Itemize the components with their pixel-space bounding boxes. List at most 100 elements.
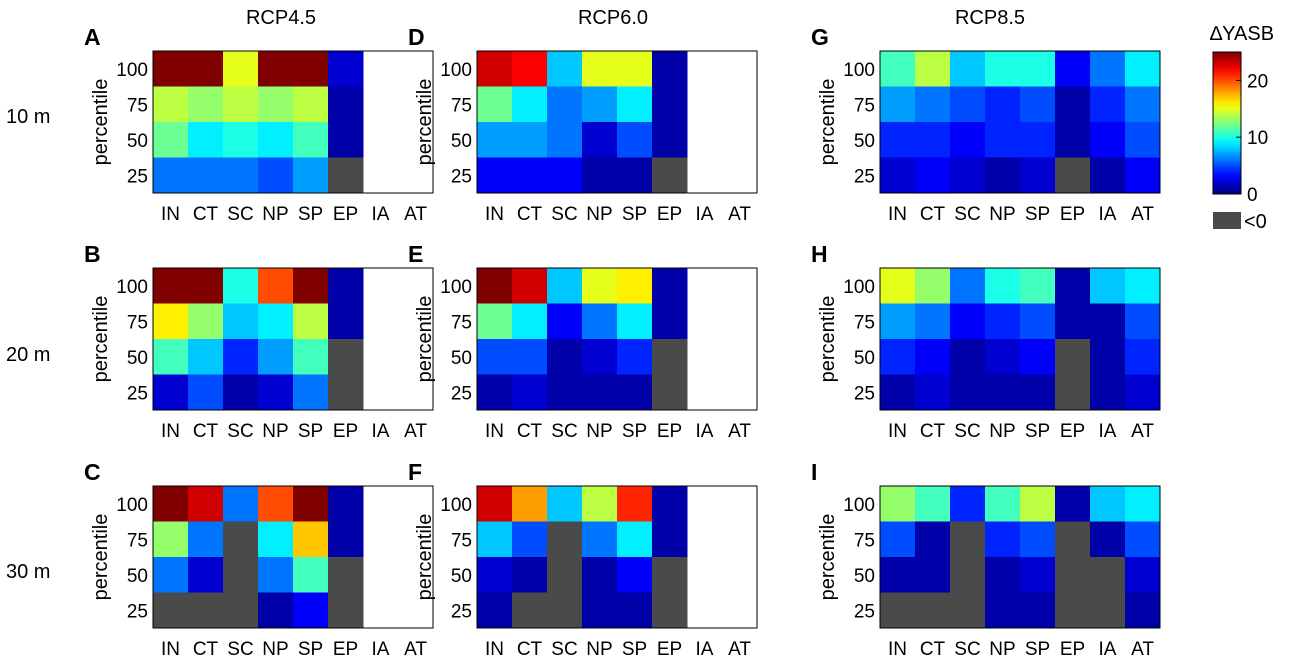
y-tick-label: 25 — [451, 383, 472, 404]
heatmap-cell — [582, 157, 618, 194]
heatmap-cell — [985, 122, 1021, 158]
heatmap-cell — [512, 521, 548, 558]
heatmap-cell — [153, 157, 189, 194]
heatmap-cell — [1020, 157, 1056, 194]
heatmap-cell — [153, 374, 189, 411]
heatmap-cell — [223, 122, 259, 158]
heatmap-cell — [1125, 303, 1161, 340]
heatmap-cell — [512, 51, 548, 87]
y-tick-label: 25 — [127, 383, 148, 404]
heatmap-cell — [547, 51, 583, 87]
heatmap-cell — [547, 303, 583, 340]
negative-label: <0 — [1244, 211, 1267, 233]
heatmap-cell — [153, 51, 189, 87]
x-tick-label: EP — [657, 204, 682, 225]
heatmap-cell — [880, 268, 916, 304]
heatmap-cell — [652, 592, 688, 629]
heatmap-cell — [153, 268, 189, 304]
x-tick-label: IN — [485, 639, 504, 660]
heatmap-cell — [582, 521, 618, 558]
heatmap-cell — [547, 486, 583, 522]
heatmap-cell — [512, 303, 548, 340]
x-tick-label: IN — [161, 421, 180, 442]
y-tick-label: 75 — [451, 312, 472, 333]
heatmap-cell — [1090, 521, 1126, 558]
x-tick-label: SP — [1025, 204, 1050, 225]
heatmap-cell — [652, 86, 688, 123]
x-tick-label: AT — [404, 204, 427, 225]
heatmap-cell — [915, 374, 951, 411]
heatmap-cell — [1020, 592, 1056, 629]
panel-letter: C — [84, 459, 101, 485]
x-tick-label: IN — [888, 421, 907, 442]
y-tick-label: 100 — [440, 495, 472, 516]
heatmap-cell — [293, 339, 329, 375]
heatmap-cell — [582, 374, 618, 411]
heatmap-cell — [328, 557, 364, 593]
heatmap-cell — [1055, 86, 1091, 123]
heatmap-cell — [293, 157, 329, 194]
heatmap-cell — [1020, 557, 1056, 593]
colorbar-tick-label: 10 — [1247, 128, 1268, 149]
heatmap-cell — [985, 51, 1021, 87]
heatmap-cell — [188, 339, 224, 375]
heatmap-cell — [477, 521, 513, 558]
x-tick-label: NP — [262, 639, 288, 660]
heatmap-cell — [1090, 557, 1126, 593]
x-tick-label: IN — [161, 204, 180, 225]
heatmap-cell — [328, 157, 364, 194]
x-tick-label: SC — [227, 639, 253, 660]
y-tick-label: 75 — [451, 95, 472, 116]
heatmap-cell — [258, 122, 294, 158]
y-axis-label: percentile — [817, 514, 839, 601]
heatmap-cell — [880, 157, 916, 194]
heatmap-cell — [950, 157, 986, 194]
heatmap-cell — [1125, 339, 1161, 375]
y-tick-label: 25 — [854, 166, 875, 187]
x-tick-label: CT — [920, 421, 946, 442]
x-tick-label: NP — [989, 421, 1015, 442]
heatmap-cell — [1090, 339, 1126, 375]
heatmap-cell — [293, 303, 329, 340]
heatmap-cell — [950, 303, 986, 340]
heatmap-panel-B: B 100 75 50 25 percentile IN CT SC NP SP EP IA AT — [84, 241, 434, 442]
y-tick-label: 100 — [116, 277, 148, 298]
x-tick-label: SC — [954, 204, 980, 225]
heatmap-cell — [985, 86, 1021, 123]
heatmap-cell — [328, 122, 364, 158]
heatmap-cell — [258, 268, 294, 304]
x-tick-label: IA — [372, 204, 390, 225]
y-tick-label: 75 — [127, 95, 148, 116]
heatmap-cell — [188, 374, 224, 411]
heatmap-cell — [293, 86, 329, 123]
y-axis-label: percentile — [817, 296, 839, 383]
heatmap-cell — [1090, 486, 1126, 522]
y-tick-label: 50 — [854, 131, 875, 152]
panel-frame — [152, 50, 434, 194]
x-tick-label: AT — [1131, 639, 1154, 660]
heatmap-cell — [188, 592, 224, 629]
x-tick-label: IN — [485, 421, 504, 442]
heatmap-cell — [328, 268, 364, 304]
heatmap-cell — [188, 268, 224, 304]
heatmap-cell — [985, 374, 1021, 411]
x-tick-label: IN — [485, 204, 504, 225]
panel-letter: I — [811, 459, 817, 485]
heatmap-cell — [950, 486, 986, 522]
heatmap-cell — [880, 521, 916, 558]
heatmap-cell — [582, 557, 618, 593]
heatmap-cell — [223, 157, 259, 194]
y-tick-label: 50 — [127, 566, 148, 587]
heatmap-cell — [188, 122, 224, 158]
y-tick-label: 50 — [127, 131, 148, 152]
heatmap-cell — [328, 486, 364, 522]
heatmap-cell — [258, 521, 294, 558]
heatmap-cell — [617, 86, 653, 123]
heatmap-cell — [293, 592, 329, 629]
heatmap-cell — [1055, 122, 1091, 158]
panel-frame — [152, 485, 434, 629]
x-tick-label: SC — [954, 421, 980, 442]
heatmap-cell — [1090, 374, 1126, 411]
heatmap-cell — [223, 339, 259, 375]
y-tick-label: 25 — [451, 601, 472, 622]
